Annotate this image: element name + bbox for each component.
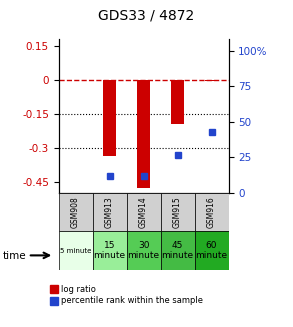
Bar <box>161 193 195 232</box>
Text: 5 minute: 5 minute <box>60 248 91 253</box>
Bar <box>137 80 150 188</box>
Text: GDS33 / 4872: GDS33 / 4872 <box>98 8 195 22</box>
Text: 45
minute: 45 minute <box>161 241 194 260</box>
Text: time: time <box>3 251 27 261</box>
Text: 30
minute: 30 minute <box>127 241 160 260</box>
Bar <box>161 232 195 270</box>
Text: GSM914: GSM914 <box>139 196 148 228</box>
Bar <box>59 232 93 270</box>
Bar <box>93 193 127 232</box>
Bar <box>195 232 229 270</box>
Bar <box>127 193 161 232</box>
Legend: log ratio, percentile rank within the sample: log ratio, percentile rank within the sa… <box>51 285 203 305</box>
Text: 60
minute: 60 minute <box>195 241 228 260</box>
Text: 15
minute: 15 minute <box>93 241 126 260</box>
Bar <box>103 80 116 156</box>
Bar <box>171 80 184 124</box>
Text: GSM916: GSM916 <box>207 196 216 228</box>
Bar <box>127 232 161 270</box>
Text: GSM915: GSM915 <box>173 196 182 228</box>
Bar <box>205 80 218 81</box>
Text: GSM913: GSM913 <box>105 196 114 228</box>
Bar <box>195 193 229 232</box>
Bar <box>59 193 93 232</box>
Text: GSM908: GSM908 <box>71 196 80 228</box>
Bar <box>93 232 127 270</box>
